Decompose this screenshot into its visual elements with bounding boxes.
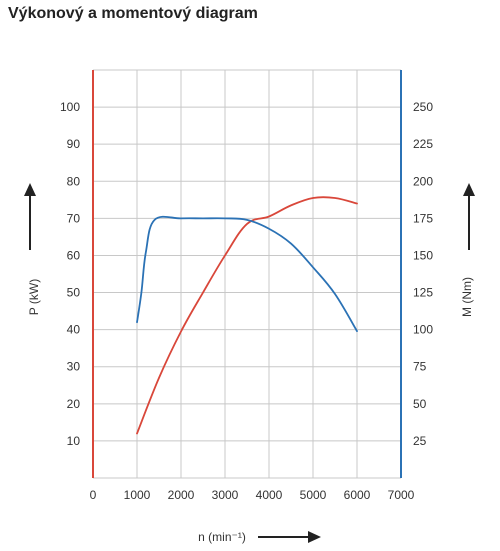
x-tick-label: 3000 — [212, 488, 239, 502]
y-left-axis-label: P (kW) — [27, 279, 41, 315]
x-tick-label: 6000 — [344, 488, 371, 502]
y-right-tick-label: 175 — [413, 211, 433, 225]
axes — [92, 70, 402, 478]
x-tick-label: 7000 — [388, 488, 415, 502]
y-right-tick-label: 150 — [413, 248, 433, 262]
y-right-tick-label: 50 — [413, 397, 427, 411]
up-arrow-icon-right — [463, 183, 475, 250]
y-right-tick-label: 25 — [413, 434, 427, 448]
y-left-tick-label: 50 — [67, 286, 81, 300]
y-left-tick-label: 20 — [67, 397, 81, 411]
y-right-tick-label: 225 — [413, 137, 433, 151]
chart-title: Výkonový a momentový diagram — [8, 5, 258, 22]
tick-labels: 0 1000 2000 3000 4000 5000 6000 7000 10 20 30 40 50 6… — [60, 100, 433, 502]
grid — [93, 69, 401, 479]
y-right-tick-label: 200 — [413, 174, 433, 188]
x-tick-label: 5000 — [300, 488, 327, 502]
torque-series-line — [136, 215, 358, 333]
y-left-tick-label: 90 — [67, 137, 81, 151]
y-left-tick-label: 80 — [67, 174, 81, 188]
y-right-tick-label: 125 — [413, 286, 433, 300]
y-left-tick-label: 60 — [67, 248, 81, 262]
x-tick-label: 4000 — [256, 488, 283, 502]
y-right-tick-label: 75 — [413, 360, 427, 374]
y-left-tick-label: 100 — [60, 100, 80, 114]
y-left-tick-label: 10 — [67, 434, 81, 448]
y-right-tick-label: 100 — [413, 323, 433, 337]
y-left-tick-label: 30 — [67, 360, 81, 374]
series-lines — [136, 196, 358, 435]
axis-labels: P (kW) M (Nm) n (min⁻¹) — [24, 183, 475, 544]
x-tick-label: 1000 — [124, 488, 151, 502]
power-series-line — [136, 196, 358, 435]
y-right-tick-label: 250 — [413, 100, 433, 114]
x-axis-label: n (min⁻¹) — [198, 530, 246, 544]
x-tick-label: 2000 — [168, 488, 195, 502]
y-left-tick-label: 70 — [67, 211, 81, 225]
y-right-axis-label: M (Nm) — [460, 277, 474, 317]
right-arrow-icon-bottom — [258, 531, 321, 543]
y-left-tick-label: 40 — [67, 323, 81, 337]
up-arrow-icon-left — [24, 183, 36, 250]
x-tick-label: 0 — [90, 488, 97, 502]
